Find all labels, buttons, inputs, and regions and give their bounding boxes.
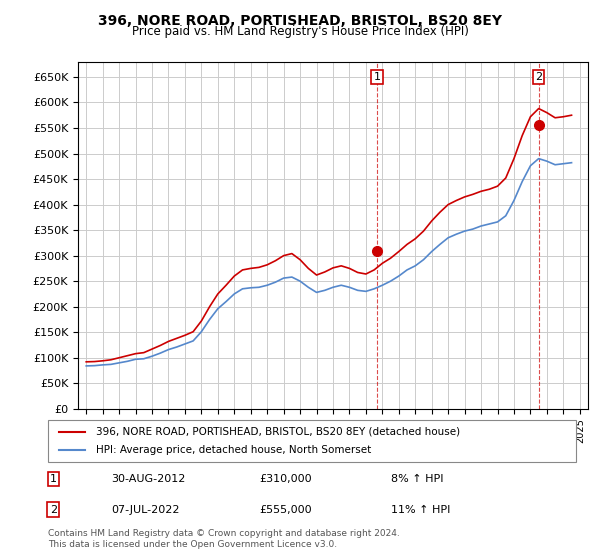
Text: 11% ↑ HPI: 11% ↑ HPI	[391, 505, 451, 515]
FancyBboxPatch shape	[48, 420, 576, 462]
Text: 30-AUG-2012: 30-AUG-2012	[112, 474, 186, 484]
Text: Price paid vs. HM Land Registry's House Price Index (HPI): Price paid vs. HM Land Registry's House …	[131, 25, 469, 38]
Text: 396, NORE ROAD, PORTISHEAD, BRISTOL, BS20 8EY (detached house): 396, NORE ROAD, PORTISHEAD, BRISTOL, BS2…	[95, 427, 460, 437]
Text: Contains HM Land Registry data © Crown copyright and database right 2024.
This d: Contains HM Land Registry data © Crown c…	[48, 529, 400, 549]
Text: 396, NORE ROAD, PORTISHEAD, BRISTOL, BS20 8EY: 396, NORE ROAD, PORTISHEAD, BRISTOL, BS2…	[98, 14, 502, 28]
Text: 8% ↑ HPI: 8% ↑ HPI	[391, 474, 444, 484]
Text: 1: 1	[50, 474, 57, 484]
Text: 2: 2	[50, 505, 57, 515]
Text: £555,000: £555,000	[259, 505, 312, 515]
Text: HPI: Average price, detached house, North Somerset: HPI: Average price, detached house, Nort…	[95, 445, 371, 455]
Text: £310,000: £310,000	[259, 474, 312, 484]
Text: 1: 1	[373, 72, 380, 82]
Text: 2: 2	[535, 72, 542, 82]
Text: 07-JUL-2022: 07-JUL-2022	[112, 505, 180, 515]
